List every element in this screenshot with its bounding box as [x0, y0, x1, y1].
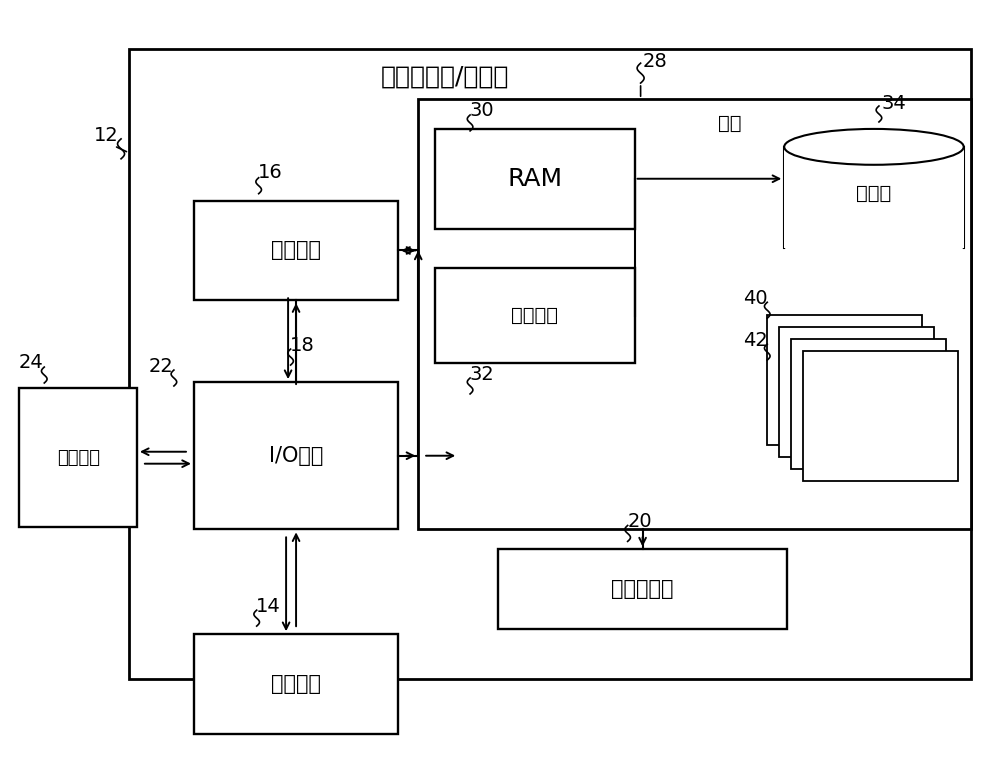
Text: 20: 20 — [627, 512, 652, 531]
Bar — [129, 49, 971, 679]
Text: 外部设备: 外部设备 — [271, 674, 321, 694]
Bar — [194, 200, 398, 301]
Text: 计算机系统/服务器: 计算机系统/服务器 — [380, 64, 509, 88]
Text: 28: 28 — [642, 52, 667, 71]
Text: 内存: 内存 — [718, 113, 741, 132]
Text: 网络适配器: 网络适配器 — [611, 579, 674, 599]
Text: 30: 30 — [470, 102, 494, 121]
Bar — [779, 327, 934, 457]
Bar — [19, 388, 137, 528]
Text: 34: 34 — [882, 93, 906, 112]
Ellipse shape — [784, 129, 964, 165]
Text: RAM: RAM — [507, 167, 562, 191]
Bar — [791, 339, 946, 468]
Text: 32: 32 — [470, 364, 494, 383]
Text: 存储器: 存储器 — [856, 184, 892, 203]
Text: 14: 14 — [256, 597, 281, 616]
Bar — [435, 269, 635, 363]
Text: 显示设备: 显示设备 — [57, 449, 100, 467]
Text: 40: 40 — [743, 288, 768, 308]
Bar — [784, 146, 964, 248]
Bar — [498, 550, 787, 629]
Text: 12: 12 — [94, 127, 118, 146]
Bar — [803, 351, 958, 480]
Text: 22: 22 — [149, 357, 173, 376]
Text: 18: 18 — [290, 335, 315, 354]
Text: 处理单元: 处理单元 — [271, 241, 321, 260]
Bar — [435, 129, 635, 228]
Text: 16: 16 — [258, 163, 283, 182]
Bar — [194, 382, 398, 530]
Bar — [194, 634, 398, 734]
Bar — [418, 99, 971, 530]
Text: I/O接口: I/O接口 — [269, 446, 323, 466]
Bar — [767, 315, 922, 445]
Text: 24: 24 — [19, 353, 44, 372]
Text: 高速缓存: 高速缓存 — [511, 306, 558, 326]
Text: 42: 42 — [743, 331, 768, 350]
